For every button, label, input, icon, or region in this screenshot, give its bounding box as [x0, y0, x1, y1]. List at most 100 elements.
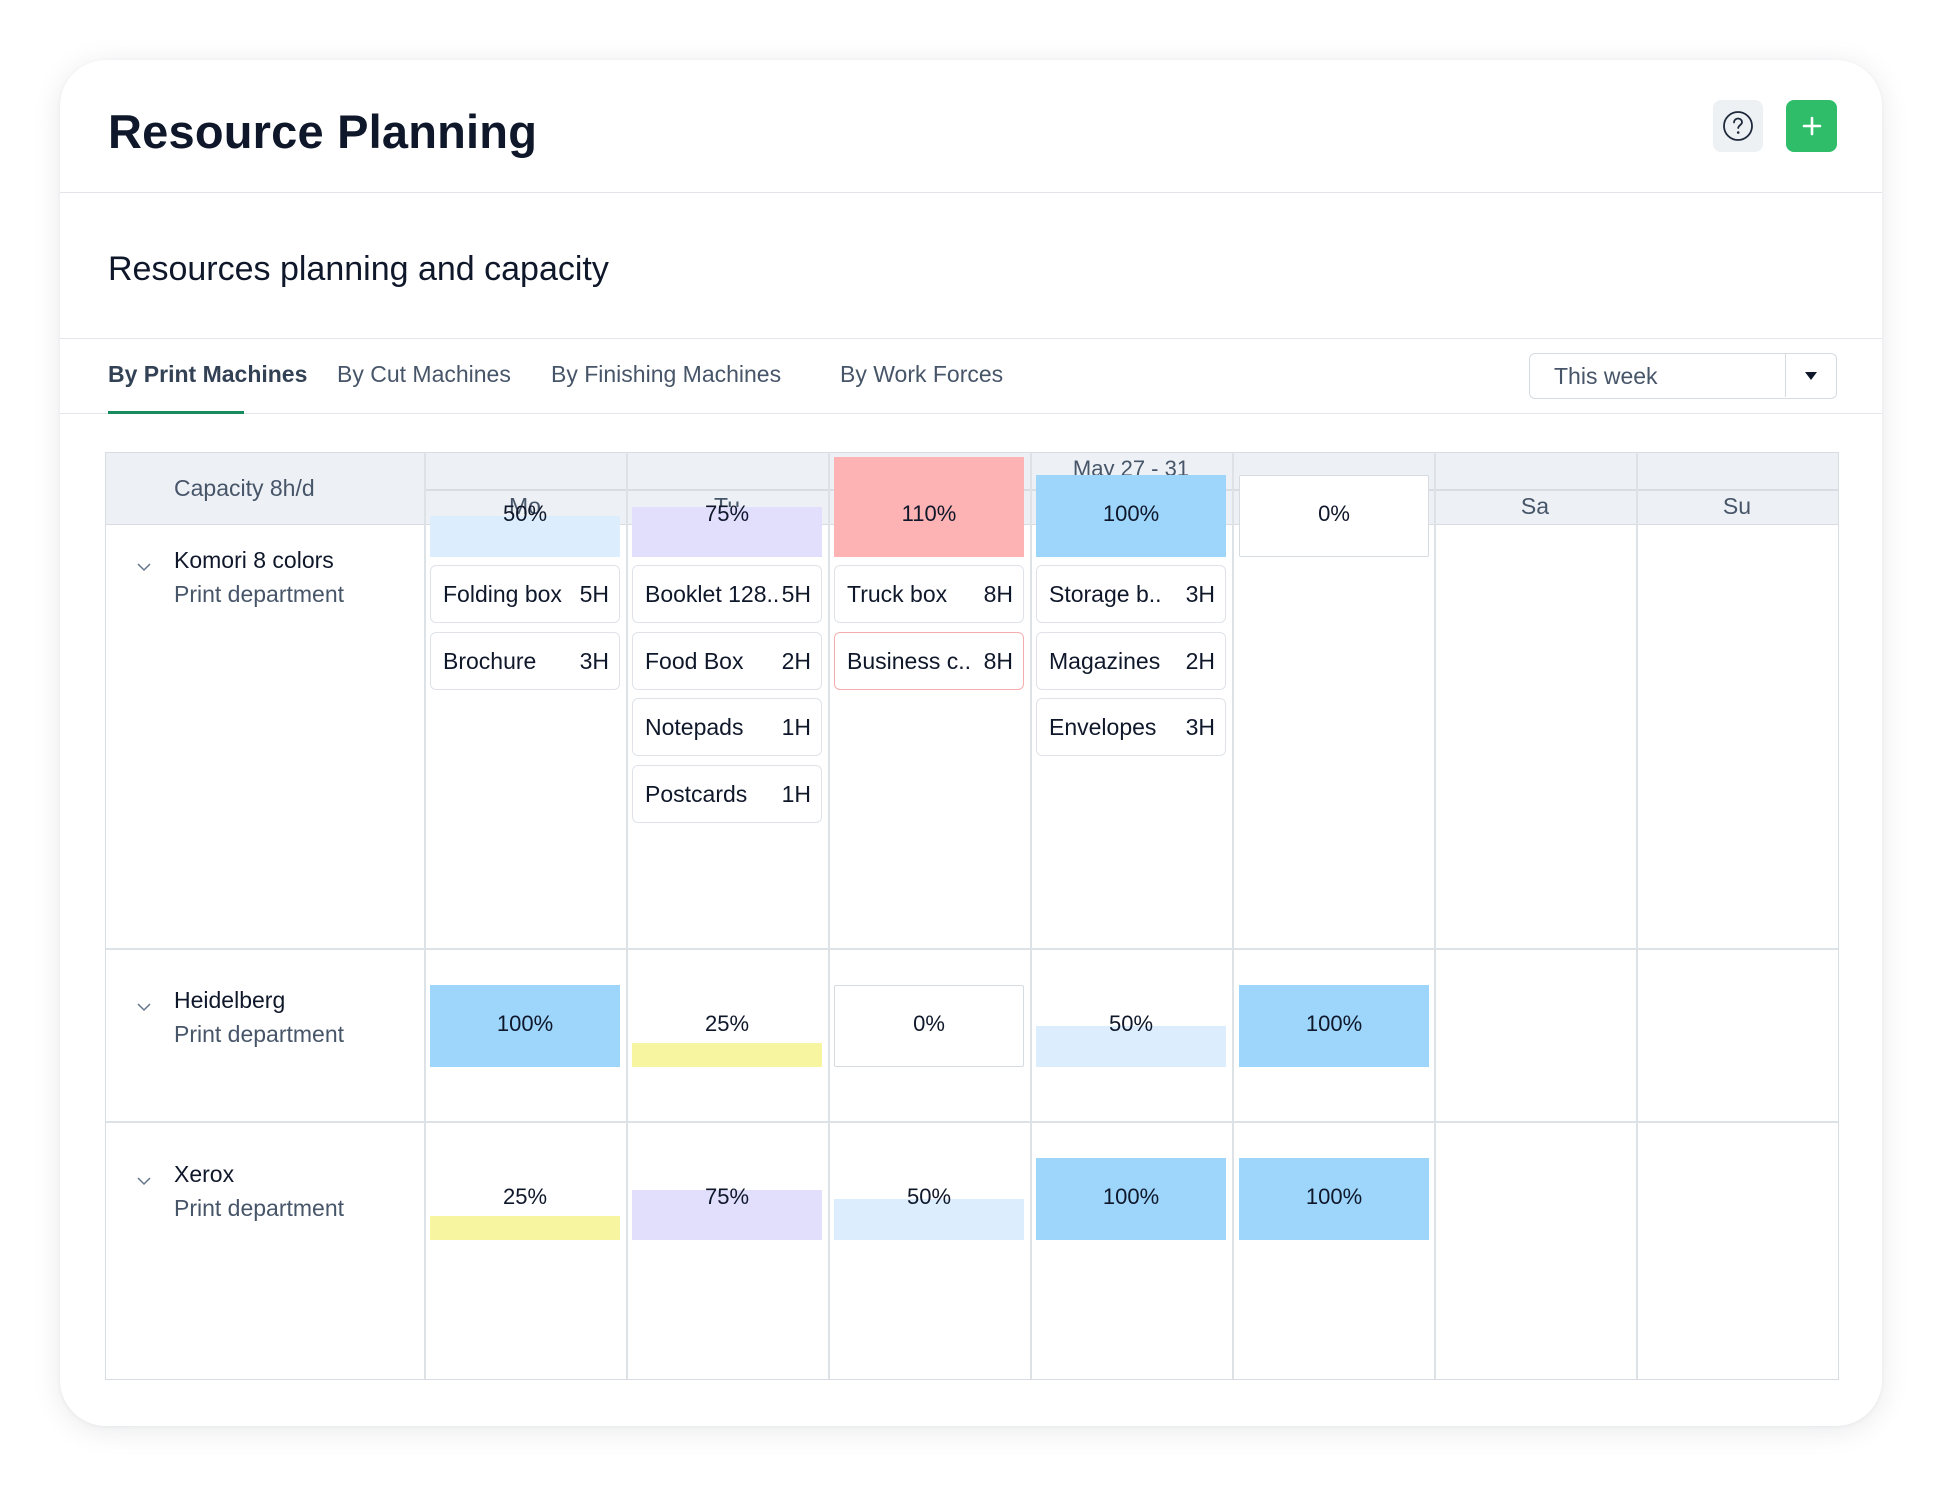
job-hours: 8H [983, 648, 1013, 674]
job-chip[interactable]: Storage b.. 3H [1036, 565, 1226, 623]
capacity-fill [1036, 1158, 1226, 1240]
row-divider [106, 1121, 1838, 1123]
day-header-su: Su [1722, 493, 1752, 519]
capacity-fill [430, 1216, 620, 1240]
job-chip[interactable]: Food Box 2H [632, 632, 822, 690]
job-name: Postcards [645, 781, 748, 807]
period-select[interactable]: This week [1529, 353, 1837, 399]
chevron-down-icon[interactable] [136, 1173, 152, 1189]
job-chip[interactable]: Truck box 8H [834, 565, 1024, 623]
capacity-cell[interactable]: 25% [632, 985, 822, 1067]
tab-finishing-machines[interactable]: By Finishing Machines [551, 361, 782, 387]
tab-work-forces[interactable]: By Work Forces [840, 361, 1004, 387]
row-divider [106, 948, 1838, 950]
job-name: Truck box [847, 581, 948, 607]
job-hours: 1H [781, 714, 811, 740]
job-chip[interactable]: Folding box 5H [430, 565, 620, 623]
job-name: Business c.. [847, 648, 971, 674]
capacity-percent: 75% [704, 1184, 750, 1209]
capacity-fill [834, 1199, 1024, 1240]
capacity-cell[interactable]: 50% [430, 475, 620, 557]
plus-icon [1802, 116, 1821, 136]
job-chip[interactable]: Magazines 2H [1036, 632, 1226, 690]
job-hours: 3H [1185, 714, 1215, 740]
capacity-percent: 50% [502, 501, 548, 526]
capacity-cell[interactable]: 100% [1239, 985, 1429, 1067]
job-hours: 2H [781, 648, 811, 674]
capacity-percent: 110% [901, 501, 957, 526]
capacity-cell[interactable]: 100% [1036, 1158, 1226, 1240]
capacity-cell[interactable]: 75% [632, 1158, 822, 1240]
capacity-fill [632, 507, 822, 557]
capacity-table: Capacity 8h/d May 27 - 31 Mo Tu We Th Fr… [105, 452, 1839, 1380]
column-divider [1434, 453, 1436, 1379]
capacity-fill [1036, 1026, 1226, 1067]
job-hours: 2H [1185, 648, 1215, 674]
job-chip[interactable]: Brochure 3H [430, 632, 620, 690]
capacity-cell[interactable]: 50% [1036, 985, 1226, 1067]
chevron-down-icon[interactable] [136, 559, 152, 575]
job-chip[interactable]: Postcards 1H [632, 765, 822, 823]
help-button[interactable] [1713, 100, 1763, 152]
job-chip[interactable]: Envelopes 3H [1036, 698, 1226, 756]
capacity-cell[interactable]: 100% [1239, 1158, 1429, 1240]
capacity-percent: 75% [704, 501, 750, 526]
job-chip[interactable]: Booklet 128.. 5H [632, 565, 822, 623]
capacity-cell[interactable]: 110% [834, 457, 1024, 557]
capacity-fill [1239, 1158, 1429, 1240]
job-name: Magazines [1049, 648, 1161, 674]
capacity-fill [430, 985, 620, 1067]
job-hours: 8H [983, 581, 1013, 607]
resource-name: Xerox [174, 1161, 235, 1187]
capacity-fill [430, 516, 620, 557]
job-name: Brochure [443, 648, 537, 674]
capacity-percent: 0% [1318, 501, 1350, 526]
add-button[interactable] [1786, 100, 1837, 152]
period-select-value: This week [1554, 363, 1658, 389]
capacity-percent: 0% [913, 1011, 945, 1036]
help-circle-icon [1723, 111, 1753, 141]
capacity-cell[interactable]: 25% [430, 1158, 620, 1240]
column-divider [424, 453, 426, 1379]
capacity-percent: 100% [1305, 1184, 1363, 1209]
capacity-label: Capacity 8h/d [174, 475, 315, 501]
column-divider [626, 453, 628, 1379]
job-name: Storage b.. [1049, 581, 1162, 607]
column-divider [1232, 453, 1234, 1379]
capacity-percent: 50% [1108, 1011, 1154, 1036]
column-divider [1030, 453, 1032, 1379]
capacity-percent: 25% [704, 1011, 750, 1036]
tab-cut-machines[interactable]: By Cut Machines [337, 361, 511, 387]
capacity-percent: 100% [1102, 1184, 1160, 1209]
resource-name: Komori 8 colors [174, 547, 334, 573]
capacity-cell[interactable]: 100% [430, 985, 620, 1067]
caret-down-icon [1805, 371, 1817, 380]
capacity-percent: 25% [502, 1184, 548, 1209]
tabs-bar: By Print Machines By Cut Machines By Fin… [60, 338, 1882, 414]
capacity-percent: 100% [1102, 501, 1160, 526]
capacity-fill [1036, 475, 1226, 557]
dropdown-toggle[interactable] [1785, 354, 1836, 397]
job-chip[interactable]: Notepads 1H [632, 698, 822, 756]
job-name: Envelopes [1049, 714, 1157, 740]
tab-print-machines[interactable]: By Print Machines [108, 361, 308, 387]
chevron-down-icon[interactable] [136, 999, 152, 1015]
job-hours: 3H [1185, 581, 1215, 607]
resource-name: Heidelberg [174, 987, 286, 1013]
capacity-cell[interactable]: 75% [632, 475, 822, 557]
capacity-cell[interactable]: 0% [834, 985, 1024, 1067]
resource-department: Print department [174, 581, 345, 607]
capacity-percent: 100% [496, 1011, 554, 1036]
capacity-cell[interactable]: 100% [1036, 475, 1226, 557]
job-hours: 1H [781, 781, 811, 807]
active-tab-indicator [108, 411, 244, 414]
job-chip-overloaded[interactable]: Business c.. 8H [834, 632, 1024, 690]
capacity-percent: 50% [906, 1184, 952, 1209]
capacity-cell[interactable]: 50% [834, 1158, 1024, 1240]
day-header-sa: Sa [1520, 493, 1550, 519]
page-header: Resource Planning [60, 60, 1882, 193]
day-header-mo: Mo [509, 493, 541, 519]
capacity-cell[interactable]: 0% [1239, 475, 1429, 557]
resource-planning-card: Resource Planning Resources planning and… [60, 60, 1882, 1426]
job-name: Food Box [645, 648, 744, 674]
